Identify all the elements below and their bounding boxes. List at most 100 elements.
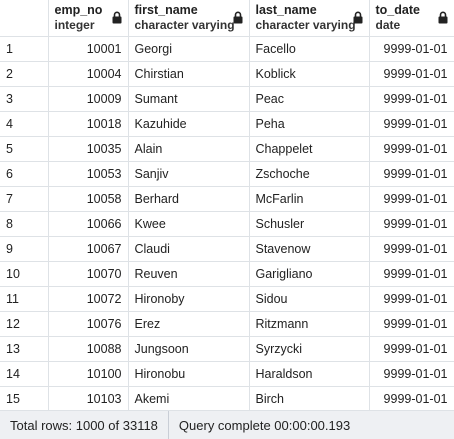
cell-emp-no[interactable]: 10067 [48, 236, 129, 262]
cell-last-name[interactable]: Facello [249, 36, 370, 62]
cell-emp-no[interactable]: 10066 [48, 211, 129, 237]
cell-to-date[interactable]: 9999-01-01 [369, 361, 454, 387]
cell-first-name[interactable]: Jungsoon [128, 336, 250, 362]
cell-first-name[interactable]: Sumant [128, 86, 250, 112]
cell-emp-no[interactable]: 10070 [48, 261, 129, 287]
row-number[interactable]: 2 [0, 61, 49, 87]
row-number[interactable]: 7 [0, 186, 49, 212]
table-row[interactable]: 1 10001 Georgi Facello 9999-01-01 [0, 36, 454, 62]
cell-first-name[interactable]: Hironoby [128, 286, 250, 312]
cell-to-date[interactable]: 9999-01-01 [369, 161, 454, 187]
table-row[interactable]: 14 10100 Hironobu Haraldson 9999-01-01 [0, 361, 454, 387]
row-number[interactable]: 1 [0, 36, 49, 62]
table-row[interactable]: 11 10072 Hironoby Sidou 9999-01-01 [0, 286, 454, 312]
cell-first-name[interactable]: Sanjiv [128, 161, 250, 187]
cell-to-date[interactable]: 9999-01-01 [369, 136, 454, 162]
query-status-label: Query complete 00:00:00.193 [178, 417, 351, 433]
cell-last-name[interactable]: Schusler [249, 211, 370, 237]
cell-to-date[interactable]: 9999-01-01 [369, 236, 454, 262]
cell-to-date[interactable]: 9999-01-01 [369, 286, 454, 312]
table-row[interactable]: 13 10088 Jungsoon Syrzycki 9999-01-01 [0, 336, 454, 362]
column-header-to-date[interactable]: to_date date [369, 0, 454, 37]
cell-last-name[interactable]: Zschoche [249, 161, 370, 187]
table-row[interactable]: 2 10004 Chirstian Koblick 9999-01-01 [0, 61, 454, 87]
cell-emp-no[interactable]: 10058 [48, 186, 129, 212]
row-number[interactable]: 13 [0, 336, 49, 362]
cell-emp-no[interactable]: 10001 [48, 36, 129, 62]
cell-first-name[interactable]: Kwee [128, 211, 250, 237]
cell-last-name[interactable]: Chappelet [249, 136, 370, 162]
row-number[interactable]: 6 [0, 161, 49, 187]
cell-to-date[interactable]: 9999-01-01 [369, 386, 454, 412]
cell-to-date[interactable]: 9999-01-01 [369, 186, 454, 212]
cell-emp-no[interactable]: 10004 [48, 61, 129, 87]
table-row[interactable]: 5 10035 Alain Chappelet 9999-01-01 [0, 136, 454, 162]
cell-to-date[interactable]: 9999-01-01 [369, 261, 454, 287]
column-header-last-name[interactable]: last_name character varying [249, 0, 370, 37]
row-number[interactable]: 14 [0, 361, 49, 387]
cell-last-name[interactable]: Syrzycki [249, 336, 370, 362]
cell-last-name[interactable]: Birch [249, 386, 370, 412]
cell-emp-no[interactable]: 10103 [48, 386, 129, 412]
lock-icon [353, 11, 362, 24]
cell-to-date[interactable]: 9999-01-01 [369, 86, 454, 112]
cell-last-name[interactable]: Koblick [249, 61, 370, 87]
row-number[interactable]: 15 [0, 386, 49, 412]
table-row[interactable]: 8 10066 Kwee Schusler 9999-01-01 [0, 211, 454, 237]
cell-last-name[interactable]: Peha [249, 111, 370, 137]
cell-first-name[interactable]: Erez [128, 311, 250, 337]
row-number[interactable]: 9 [0, 236, 49, 262]
row-number[interactable]: 8 [0, 211, 49, 237]
cell-emp-no[interactable]: 10072 [48, 286, 129, 312]
column-header-emp-no[interactable]: emp_no integer [48, 0, 129, 37]
cell-to-date[interactable]: 9999-01-01 [369, 311, 454, 337]
cell-to-date[interactable]: 9999-01-01 [369, 336, 454, 362]
table-row[interactable]: 9 10067 Claudi Stavenow 9999-01-01 [0, 236, 454, 262]
cell-last-name[interactable]: Ritzmann [249, 311, 370, 337]
cell-first-name[interactable]: Claudi [128, 236, 250, 262]
cell-first-name[interactable]: Alain [128, 136, 250, 162]
row-number[interactable]: 12 [0, 311, 49, 337]
lock-icon [112, 11, 121, 24]
cell-first-name[interactable]: Berhard [128, 186, 250, 212]
table-row[interactable]: 6 10053 Sanjiv Zschoche 9999-01-01 [0, 161, 454, 187]
cell-last-name[interactable]: Sidou [249, 286, 370, 312]
table-row[interactable]: 15 10103 Akemi Birch 9999-01-01 [0, 386, 454, 412]
cell-last-name[interactable]: Stavenow [249, 236, 370, 262]
table-row[interactable]: 4 10018 Kazuhide Peha 9999-01-01 [0, 111, 454, 137]
row-number[interactable]: 4 [0, 111, 49, 137]
row-number[interactable]: 10 [0, 261, 49, 287]
cell-first-name[interactable]: Kazuhide [128, 111, 250, 137]
cell-emp-no[interactable]: 10009 [48, 86, 129, 112]
table-row[interactable]: 12 10076 Erez Ritzmann 9999-01-01 [0, 311, 454, 337]
cell-emp-no[interactable]: 10100 [48, 361, 129, 387]
status-divider [167, 411, 169, 439]
row-number-header[interactable] [0, 0, 49, 37]
column-header-first-name[interactable]: first_name character varying [128, 0, 250, 37]
cell-emp-no[interactable]: 10018 [48, 111, 129, 137]
cell-first-name[interactable]: Reuven [128, 261, 250, 287]
cell-to-date[interactable]: 9999-01-01 [369, 211, 454, 237]
table-row[interactable]: 10 10070 Reuven Garigliano 9999-01-01 [0, 261, 454, 287]
cell-last-name[interactable]: Peac [249, 86, 370, 112]
cell-to-date[interactable]: 9999-01-01 [369, 61, 454, 87]
column-name: to_date [375, 3, 420, 17]
cell-to-date[interactable]: 9999-01-01 [369, 36, 454, 62]
row-number[interactable]: 5 [0, 136, 49, 162]
row-number[interactable]: 3 [0, 86, 49, 112]
cell-first-name[interactable]: Hironobu [128, 361, 250, 387]
cell-last-name[interactable]: McFarlin [249, 186, 370, 212]
cell-last-name[interactable]: Haraldson [249, 361, 370, 387]
cell-first-name[interactable]: Georgi [128, 36, 250, 62]
table-row[interactable]: 3 10009 Sumant Peac 9999-01-01 [0, 86, 454, 112]
table-row[interactable]: 7 10058 Berhard McFarlin 9999-01-01 [0, 186, 454, 212]
cell-emp-no[interactable]: 10035 [48, 136, 129, 162]
cell-last-name[interactable]: Garigliano [249, 261, 370, 287]
cell-first-name[interactable]: Akemi [128, 386, 250, 412]
cell-emp-no[interactable]: 10076 [48, 311, 129, 337]
row-number[interactable]: 11 [0, 286, 49, 312]
cell-emp-no[interactable]: 10088 [48, 336, 129, 362]
cell-to-date[interactable]: 9999-01-01 [369, 111, 454, 137]
cell-first-name[interactable]: Chirstian [128, 61, 250, 87]
cell-emp-no[interactable]: 10053 [48, 161, 129, 187]
